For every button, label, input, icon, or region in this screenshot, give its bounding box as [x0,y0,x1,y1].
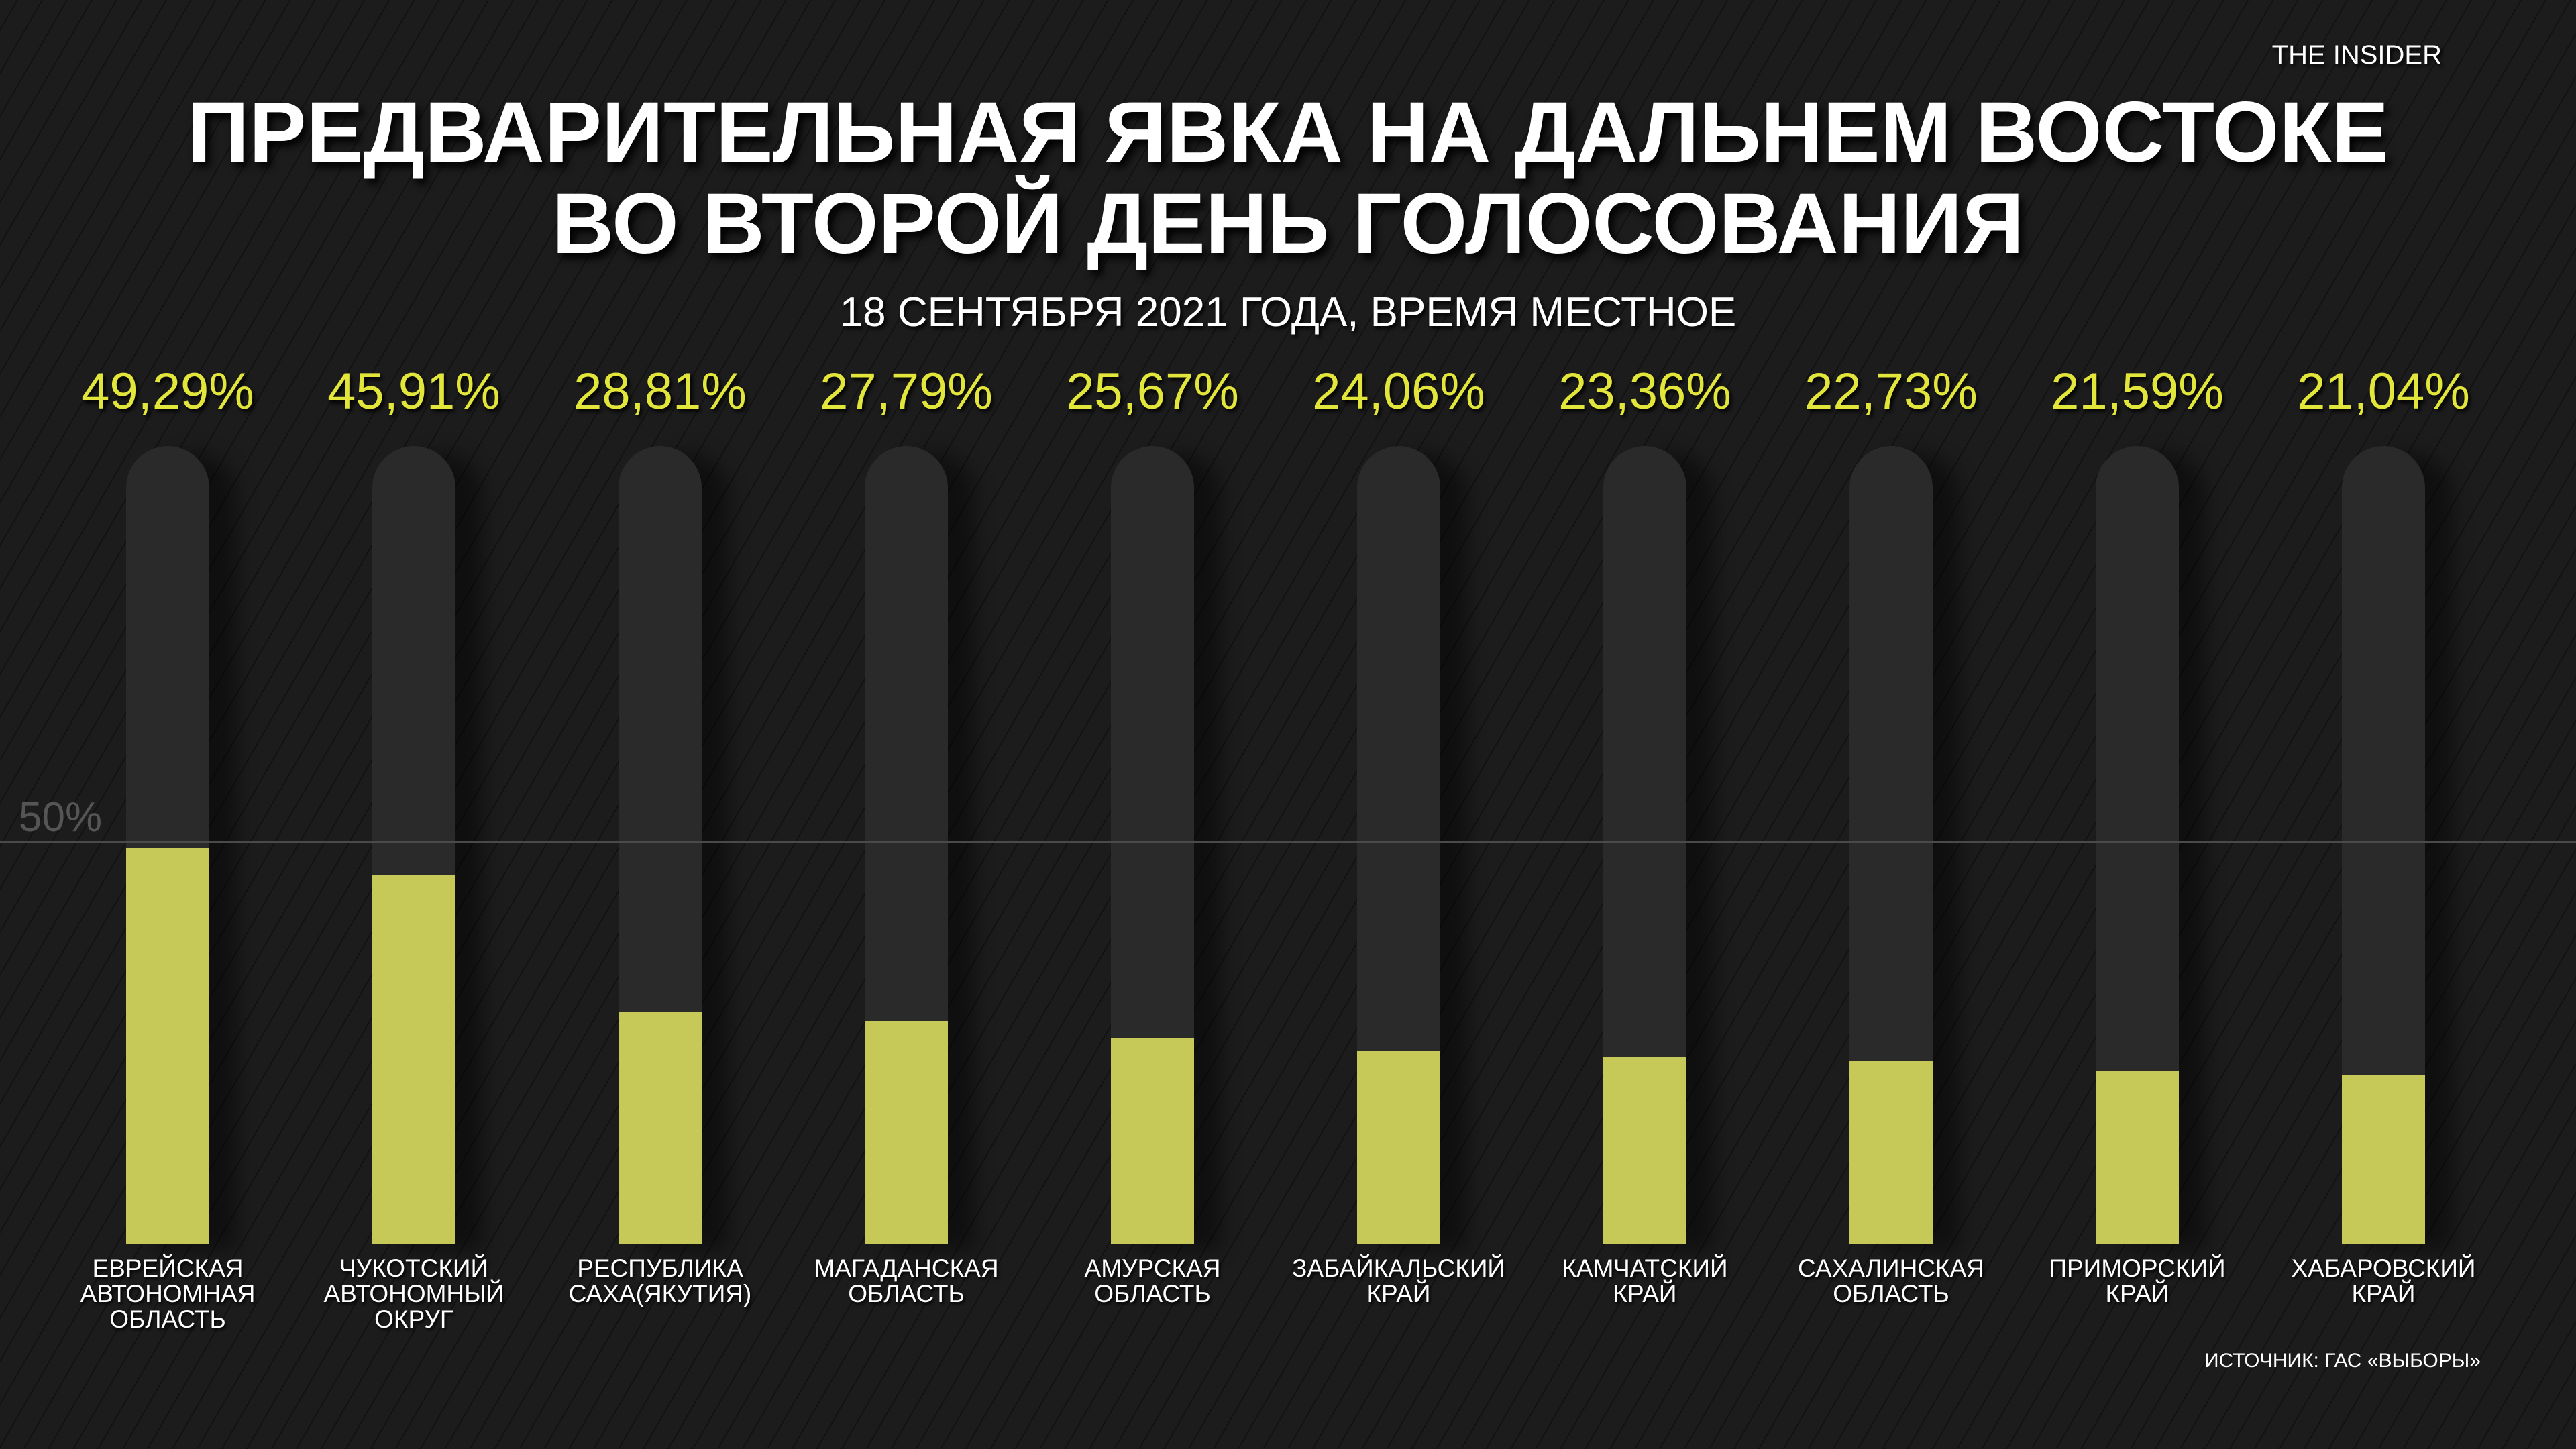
category-label-line: САХА(ЯКУТИЯ) [568,1280,752,1307]
category-label: ХАБАРОВСКИЙ КРАЙ [2263,1256,2504,1307]
category-label-line: КРАЙ [1366,1280,1431,1307]
category-label-line: САХАЛИНСКАЯ [1797,1254,1985,1282]
data-label: 28,81% [574,363,747,420]
title-line-1: ПРЕДВАРИТЕЛЬНАЯ ЯВКА НА ДАЛЬНЕМ ВОСТОКЕ [187,85,2389,180]
reference-line-50 [0,841,2576,843]
category-label: АМУРСКАЯ ОБЛАСТЬ [1032,1256,1273,1307]
data-label: 21,59% [2051,363,2224,420]
category-label-line: ОБЛАСТЬ [1094,1280,1211,1307]
chart-subtitle: 18 СЕНТЯБРЯ 2021 ГОДА, ВРЕМЯ МЕСТНОЕ [839,289,1737,335]
chart-title: ПРЕДВАРИТЕЛЬНАЯ ЯВКА НА ДАЛЬНЕМ ВОСТОКЕ … [0,87,2576,270]
category-label: КАМЧАТСКИЙ КРАЙ [1524,1256,1766,1307]
bar [865,1020,948,1244]
bar [1357,1051,1440,1244]
title-line-2: ВО ВТОРОЙ ДЕНЬ ГОЛОСОВАНИЯ [551,176,2025,272]
category-label: МАГАДАНСКАЯ ОБЛАСТЬ [786,1256,1027,1307]
category-label-line: МАГАДАНСКАЯ [814,1254,999,1282]
category-label-line: ОКРУГ [374,1305,453,1333]
category-label: РЕСПУБЛИКА САХА(ЯКУТИЯ) [539,1256,781,1307]
category-label-line: ЕВРЕЙСКАЯ [92,1254,244,1282]
data-label: 49,29% [81,363,254,420]
category-label: ЧУКОТСКИЙ АВТОНОМНЫЙ ОКРУГ [293,1256,535,1332]
category-label-line: РЕСПУБЛИКА [577,1254,743,1282]
bar [1849,1061,1933,1244]
data-label: 22,73% [1805,363,1978,420]
data-label: 21,04% [2297,363,2470,420]
category-label-line: ЗАБАЙКАЛЬСКИЙ [1291,1254,1506,1282]
bar [2342,1075,2425,1244]
category-label-line: АВТОНОМНЫЙ [323,1280,504,1307]
category-label-line: ЧУКОТСКИЙ [339,1254,489,1282]
category-label-line: ОБЛАСТЬ [1833,1280,1949,1307]
category-label: ПРИМОРСКИЙ КРАЙ [2017,1256,2258,1307]
bar [1603,1056,1686,1244]
data-label: 24,06% [1312,363,1485,420]
category-label-line: АМУРСКАЯ [1084,1254,1221,1282]
category-label-line: КРАЙ [1613,1280,1677,1307]
reference-line-label: 50% [19,794,103,841]
bar [126,847,209,1244]
category-label-line: КАМЧАТСКИЙ [1562,1254,1728,1282]
category-label-line: ХАБАРОВСКИЙ [2291,1254,2476,1282]
bar [619,1012,702,1244]
data-label: 23,36% [1558,363,1731,420]
data-label: 45,91% [327,363,500,420]
category-label-line: ОБЛАСТЬ [109,1305,226,1333]
category-label-line: ПРИМОРСКИЙ [2049,1254,2226,1282]
bar [372,875,455,1244]
category-label: ЕВРЕЙСКАЯ АВТОНОМНАЯ ОБЛАСТЬ [47,1256,288,1332]
category-label-line: КРАЙ [2105,1280,2169,1307]
data-label: 25,67% [1066,363,1239,420]
category-label-line: АВТОНОМНАЯ [80,1280,256,1307]
category-label: САХАЛИНСКАЯ ОБЛАСТЬ [1770,1256,2012,1307]
category-label: ЗАБАЙКАЛЬСКИЙ КРАЙ [1278,1256,1519,1307]
bar [2096,1070,2179,1244]
category-label-line: КРАЙ [2351,1280,2416,1307]
source-note: ИСТОЧНИК: ГАС «ВЫБОРЫ» [2204,1350,2481,1372]
brand-logo-text: THE INSIDER [2271,40,2442,70]
category-label-line: ОБЛАСТЬ [848,1280,965,1307]
bar [1111,1037,1194,1244]
data-label: 27,79% [820,363,993,420]
